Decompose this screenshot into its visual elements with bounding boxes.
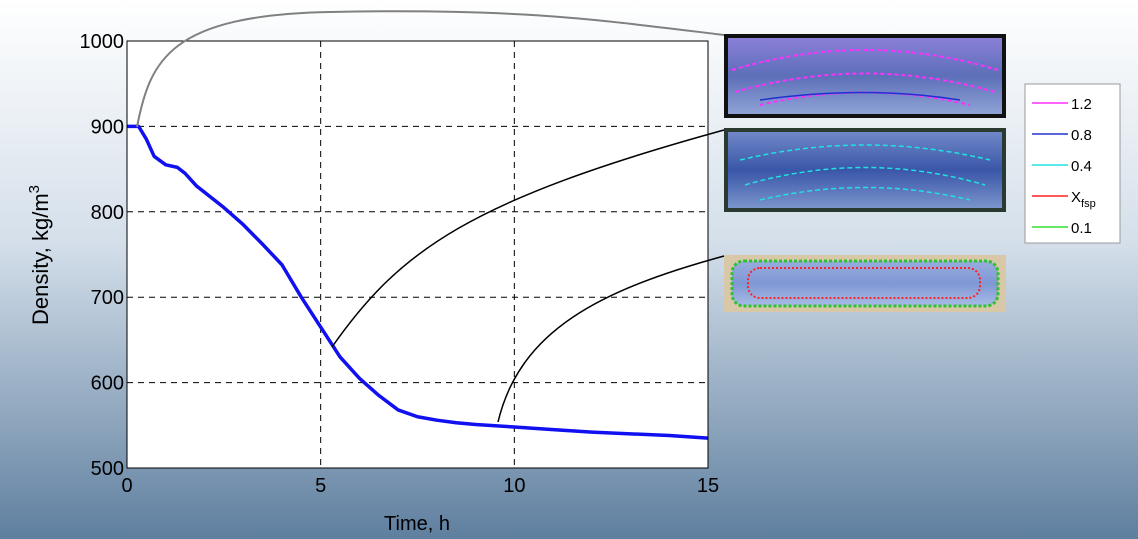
y-tick-label: 1000 [80, 31, 125, 53]
thermal-images [724, 34, 1006, 312]
x-tick-label: 5 [315, 475, 326, 497]
x-axis-label: Time, h [384, 513, 450, 535]
legend-label: 1.2 [1071, 96, 1092, 113]
legend-label: 0.4 [1071, 158, 1092, 175]
legend-label-text: 0.8 [1071, 127, 1092, 144]
legend-label-text: 1.2 [1071, 96, 1092, 113]
y-tick-label: 900 [91, 116, 124, 138]
legend-label: 0.1 [1071, 220, 1092, 237]
x-tick-label: 10 [503, 475, 525, 497]
legend-label-text: X [1071, 189, 1081, 206]
slide: 0510155006007008009001000 Time, h Densit… [0, 0, 1138, 539]
legend-label-sub: fsp [1081, 198, 1096, 210]
y-axis-label-text: Density, kg/m [28, 193, 53, 325]
y-tick-label: 700 [91, 287, 124, 309]
legend-label-text: 0.1 [1071, 220, 1092, 237]
y-tick-label: 500 [91, 458, 124, 480]
y-axis-label-sup: 3 [26, 185, 43, 193]
y-tick-label: 600 [91, 373, 124, 395]
legend-label-text: 0.4 [1071, 158, 1092, 175]
y-axis-label: Density, kg/m3 [26, 185, 53, 325]
x-tick-label: 15 [697, 475, 719, 497]
legend-label: 0.8 [1071, 127, 1092, 144]
y-tick-label: 800 [91, 202, 124, 224]
image [728, 132, 1002, 208]
